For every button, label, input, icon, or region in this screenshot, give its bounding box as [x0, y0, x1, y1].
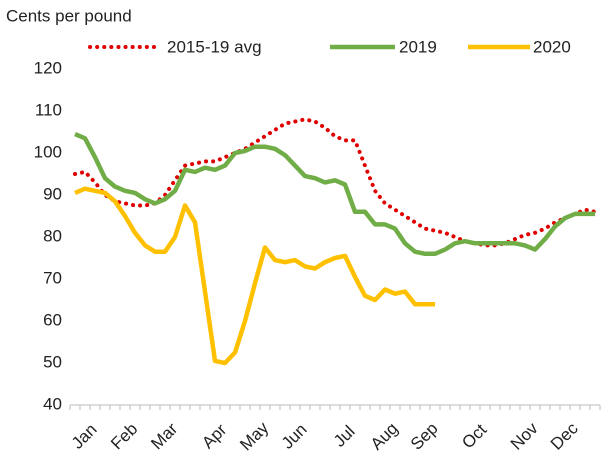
y-axis-label: Cents per pound — [6, 6, 132, 25]
x-tick-label: Mar — [147, 419, 181, 453]
y-tick-label: 100 — [34, 142, 62, 161]
y-tick-label: 50 — [43, 352, 62, 371]
x-tick-label: May — [236, 418, 272, 454]
x-tick-label: Oct — [458, 420, 490, 452]
y-tick-label: 70 — [43, 268, 62, 287]
x-tick-label: Jul — [330, 422, 359, 451]
legend-label: 2020 — [533, 37, 571, 56]
legend-label: 2015-19 avg — [167, 37, 262, 56]
x-tick-label: Feb — [107, 419, 141, 453]
series-line — [74, 186, 435, 366]
x-tick-label: Apr — [198, 420, 230, 452]
y-tick-label: 110 — [35, 100, 62, 119]
series-line — [74, 132, 595, 257]
x-tick-label: Jan — [68, 420, 101, 453]
x-tick-label: Dec — [547, 419, 582, 454]
y-tick-label: 40 — [43, 394, 62, 413]
legend-label: 2019 — [399, 37, 437, 56]
y-tick-label: 80 — [43, 226, 62, 245]
y-tick-label: 120 — [34, 58, 62, 77]
x-tick-label: Sep — [407, 419, 442, 454]
x-tick-label: Nov — [507, 419, 542, 454]
y-tick-label: 90 — [43, 184, 62, 203]
x-tick-label: Jun — [278, 420, 311, 453]
y-tick-label: 60 — [43, 310, 62, 329]
x-tick-label: Aug — [367, 419, 402, 454]
